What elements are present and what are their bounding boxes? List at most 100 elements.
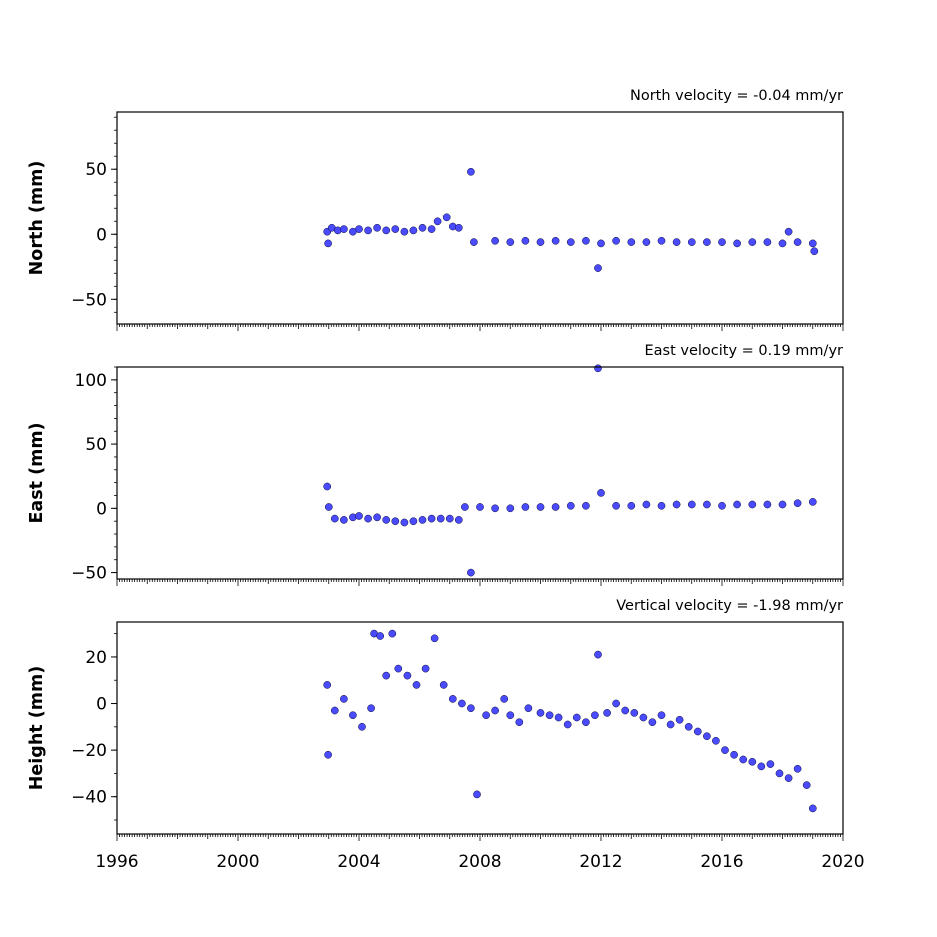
data-point bbox=[491, 504, 499, 513]
data-point bbox=[621, 706, 630, 715]
data-point bbox=[391, 517, 400, 526]
data-point bbox=[382, 671, 391, 680]
data-point bbox=[627, 501, 636, 510]
data-point bbox=[563, 720, 572, 729]
data-point bbox=[323, 681, 332, 689]
data-point bbox=[763, 238, 772, 246]
data-point bbox=[358, 722, 366, 731]
data-point bbox=[808, 804, 817, 813]
data-point bbox=[324, 750, 332, 759]
data-point bbox=[572, 713, 581, 722]
y-tick-label: −50 bbox=[71, 290, 107, 310]
data-point bbox=[454, 223, 463, 232]
data-point bbox=[703, 732, 711, 741]
data-point bbox=[521, 236, 530, 245]
data-point bbox=[491, 236, 499, 245]
data-point bbox=[712, 736, 720, 745]
data-point bbox=[400, 518, 409, 527]
data-point bbox=[421, 664, 430, 673]
data-point bbox=[467, 704, 475, 713]
data-point bbox=[748, 757, 757, 766]
data-point bbox=[642, 500, 651, 509]
data-point bbox=[630, 709, 639, 717]
data-point bbox=[330, 706, 339, 715]
east-title: East velocity = 0.19 mm/yr bbox=[644, 343, 843, 359]
x-tick-label: 2000 bbox=[216, 852, 259, 872]
north-ylabel: North (mm) bbox=[27, 161, 47, 276]
data-point bbox=[766, 760, 775, 768]
data-point bbox=[454, 516, 463, 524]
y-tick-label: 0 bbox=[96, 225, 107, 245]
data-point bbox=[430, 634, 439, 643]
data-point bbox=[355, 512, 363, 520]
data-point bbox=[627, 238, 636, 246]
data-point bbox=[612, 699, 620, 708]
data-point bbox=[591, 711, 599, 720]
data-point bbox=[757, 762, 766, 771]
data-point bbox=[491, 706, 499, 715]
data-point bbox=[778, 500, 787, 509]
x-tick-label: 2004 bbox=[337, 852, 380, 872]
x-tick-label: 2016 bbox=[700, 852, 743, 872]
data-point bbox=[545, 711, 554, 720]
data-point bbox=[612, 501, 620, 510]
data-point bbox=[536, 709, 545, 717]
data-point bbox=[666, 720, 675, 729]
north-title: North velocity = -0.04 mm/yr bbox=[630, 88, 843, 104]
y-tick-label: 0 bbox=[96, 499, 107, 519]
data-point bbox=[536, 503, 545, 511]
data-point bbox=[582, 501, 590, 510]
data-point bbox=[403, 671, 412, 680]
data-point bbox=[594, 264, 602, 272]
data-point bbox=[536, 238, 545, 246]
data-point bbox=[412, 681, 421, 689]
x-tick-label: 1996 bbox=[95, 852, 138, 872]
data-point bbox=[324, 503, 333, 511]
data-point bbox=[566, 238, 575, 246]
data-point bbox=[657, 236, 666, 245]
data-point bbox=[515, 718, 524, 727]
data-point bbox=[476, 503, 484, 511]
data-point bbox=[467, 568, 475, 577]
data-point bbox=[793, 764, 802, 773]
data-point bbox=[597, 239, 605, 248]
data-point bbox=[718, 501, 726, 510]
data-point bbox=[672, 238, 681, 246]
data-point bbox=[612, 236, 620, 245]
data-point bbox=[461, 503, 469, 511]
data-point bbox=[748, 500, 757, 509]
data-point bbox=[418, 223, 427, 232]
data-point bbox=[703, 238, 711, 246]
data-point bbox=[739, 755, 748, 764]
data-point bbox=[364, 226, 372, 235]
data-point bbox=[594, 364, 602, 373]
data-point bbox=[763, 500, 772, 509]
height-title: Vertical velocity = -1.98 mm/yr bbox=[616, 598, 843, 614]
y-tick-label: 50 bbox=[85, 160, 107, 180]
data-point bbox=[784, 774, 793, 782]
data-point bbox=[551, 503, 560, 511]
data-point bbox=[427, 514, 436, 523]
data-point bbox=[482, 711, 490, 720]
height-ylabel: Height (mm) bbox=[27, 666, 47, 790]
data-point bbox=[506, 504, 515, 513]
data-point bbox=[603, 709, 611, 717]
data-point bbox=[448, 695, 457, 703]
data-point bbox=[524, 704, 533, 713]
data-point bbox=[382, 516, 391, 524]
data-point bbox=[458, 699, 466, 708]
data-point bbox=[470, 238, 478, 246]
data-point bbox=[703, 500, 711, 509]
scatter-points bbox=[323, 364, 817, 577]
east-panel: East velocity = 0.19 mm/yr East (mm) 100… bbox=[27, 343, 844, 586]
data-point bbox=[349, 711, 357, 720]
data-point bbox=[808, 498, 817, 506]
data-point bbox=[672, 500, 681, 509]
data-point bbox=[340, 516, 348, 524]
data-point bbox=[657, 711, 666, 720]
plot-frame bbox=[116, 111, 844, 325]
data-point bbox=[376, 632, 385, 640]
data-point bbox=[445, 514, 454, 523]
data-point bbox=[409, 226, 418, 235]
data-point bbox=[684, 722, 693, 731]
